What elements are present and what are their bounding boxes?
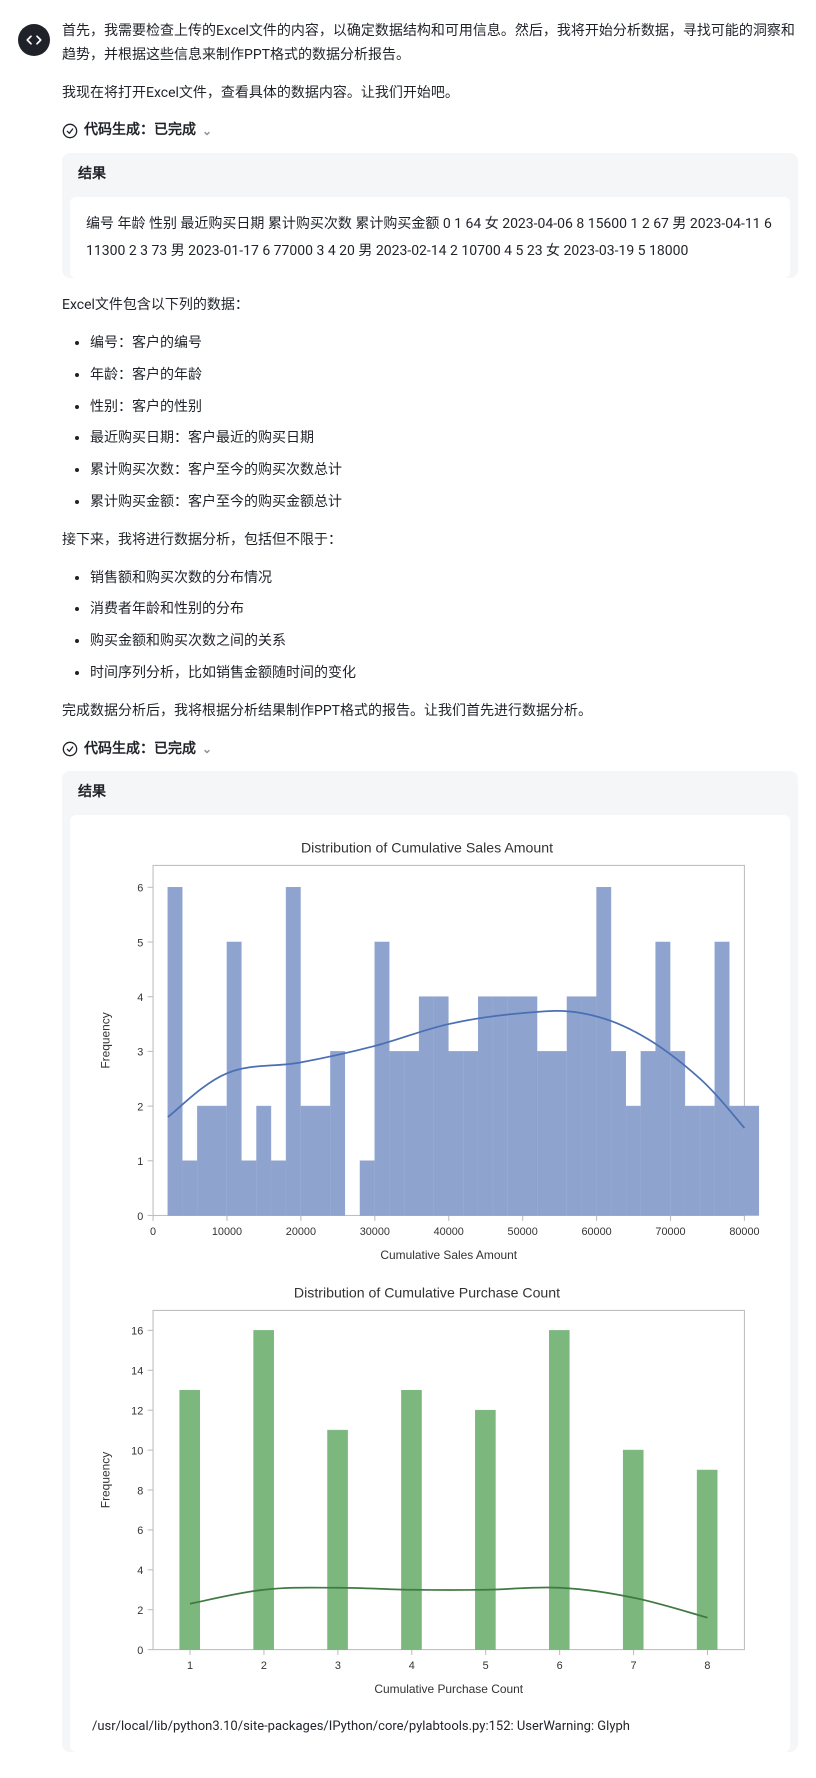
- svg-text:80000: 80000: [729, 1226, 759, 1238]
- svg-text:60000: 60000: [581, 1226, 611, 1238]
- analysis-list: 销售额和购买次数的分布情况消费者年龄和性别的分布购买金额和购买次数之间的关系时间…: [62, 567, 798, 686]
- check-circle-icon: [62, 123, 78, 139]
- svg-text:40000: 40000: [434, 1226, 464, 1238]
- svg-text:10: 10: [131, 1445, 143, 1457]
- svg-text:Frequency: Frequency: [99, 1452, 113, 1508]
- paragraph: 接下来，我将进行数据分析，包括但不限于：: [62, 529, 798, 553]
- paragraph: 首先，我需要检查上传的Excel文件的内容，以确定数据结构和可用信息。然后，我将…: [62, 20, 798, 68]
- sales-amount-histogram: Distribution of Cumulative Sales Amount 0…: [90, 835, 764, 1270]
- svg-text:6: 6: [557, 1660, 563, 1672]
- svg-text:4: 4: [137, 992, 143, 1004]
- code-status-label-1: 代码生成：已完成: [84, 119, 196, 143]
- svg-text:6: 6: [137, 883, 143, 895]
- svg-text:30000: 30000: [360, 1226, 390, 1238]
- svg-text:Distribution of Cumulative Sal: Distribution of Cumulative Sales Amount: [301, 840, 553, 856]
- svg-text:3: 3: [335, 1660, 341, 1672]
- list-item: 时间序列分析，比如销售金额随时间的变化: [90, 662, 798, 686]
- list-item: 消费者年龄和性别的分布: [90, 598, 798, 622]
- svg-text:16: 16: [131, 1326, 143, 1338]
- svg-text:3: 3: [137, 1047, 143, 1059]
- svg-text:0: 0: [137, 1211, 143, 1223]
- svg-text:5: 5: [483, 1660, 489, 1672]
- paragraph: 完成数据分析后，我将根据分析结果制作PPT格式的报告。让我们首先进行数据分析。: [62, 700, 798, 724]
- paragraph: 我现在将打开Excel文件，查看具体的数据内容。让我们开始吧。: [62, 82, 798, 106]
- svg-text:8: 8: [704, 1660, 710, 1672]
- svg-text:10000: 10000: [212, 1226, 242, 1238]
- svg-text:6: 6: [137, 1525, 143, 1537]
- svg-text:Frequency: Frequency: [99, 1012, 113, 1068]
- svg-text:7: 7: [631, 1660, 637, 1672]
- svg-text:2: 2: [137, 1605, 143, 1617]
- svg-text:0: 0: [137, 1645, 143, 1657]
- list-item: 最近购买日期：客户最近的购买日期: [90, 427, 798, 451]
- svg-text:20000: 20000: [286, 1226, 316, 1238]
- svg-text:4: 4: [137, 1565, 143, 1577]
- result-text: 编号 年龄 性别 最近购买日期 累计购买次数 累计购买金额 0 1 64 女 2…: [70, 197, 790, 278]
- paragraph: Excel文件包含以下列的数据：: [62, 294, 798, 318]
- result-block: 结果 编号 年龄 性别 最近购买日期 累计购买次数 累计购买金额 0 1 64 …: [62, 153, 798, 278]
- chart-1-container: Distribution of Cumulative Sales Amount 0…: [86, 829, 774, 1274]
- code-status-label-2: 代码生成：已完成: [84, 738, 196, 762]
- result-header: 结果: [62, 771, 798, 815]
- svg-text:14: 14: [131, 1366, 143, 1378]
- svg-text:Cumulative Sales Amount: Cumulative Sales Amount: [380, 1248, 517, 1262]
- python-warning: /usr/local/lib/python3.10/site-packages/…: [86, 1716, 774, 1738]
- list-item: 累计购买次数：客户至今的购买次数总计: [90, 459, 798, 483]
- list-item: 编号：客户的编号: [90, 332, 798, 356]
- list-item: 销售额和购买次数的分布情况: [90, 567, 798, 591]
- code-status-row[interactable]: 代码生成：已完成 ⌄: [62, 738, 798, 762]
- svg-text:12: 12: [131, 1405, 143, 1417]
- result-header: 结果: [62, 153, 798, 197]
- result-charts-body: Distribution of Cumulative Sales Amount 0…: [70, 815, 790, 1752]
- svg-text:Cumulative Purchase Count: Cumulative Purchase Count: [374, 1682, 523, 1696]
- chevron-down-icon: ⌄: [202, 121, 212, 141]
- list-item: 累计购买金额：客户至今的购买金额总计: [90, 491, 798, 515]
- svg-text:1: 1: [137, 1156, 143, 1168]
- list-item: 购买金额和购买次数之间的关系: [90, 630, 798, 654]
- message-content: 首先，我需要检查上传的Excel文件的内容，以确定数据结构和可用信息。然后，我将…: [62, 20, 798, 1768]
- svg-text:2: 2: [137, 1102, 143, 1114]
- purchase-count-histogram: Distribution of Cumulative Purchase Coun…: [90, 1280, 764, 1704]
- check-circle-icon: [62, 741, 78, 757]
- svg-text:8: 8: [137, 1485, 143, 1497]
- svg-text:Distribution of Cumulative Pur: Distribution of Cumulative Purchase Coun…: [294, 1284, 560, 1300]
- result-block-charts: 结果 Distribution of Cumulative Sales Amou…: [62, 771, 798, 1752]
- list-item: 年龄：客户的年龄: [90, 364, 798, 388]
- svg-text:0: 0: [150, 1226, 156, 1238]
- svg-text:2: 2: [261, 1660, 267, 1672]
- chevron-down-icon: ⌄: [202, 739, 212, 759]
- svg-text:4: 4: [409, 1660, 415, 1672]
- svg-text:70000: 70000: [655, 1226, 685, 1238]
- columns-list: 编号：客户的编号年龄：客户的年龄性别：客户的性别最近购买日期：客户最近的购买日期…: [62, 332, 798, 515]
- svg-text:1: 1: [187, 1660, 193, 1672]
- svg-text:50000: 50000: [508, 1226, 538, 1238]
- code-icon: [25, 31, 43, 49]
- code-status-row[interactable]: 代码生成：已完成 ⌄: [62, 119, 798, 143]
- assistant-avatar: [18, 24, 50, 56]
- list-item: 性别：客户的性别: [90, 396, 798, 420]
- svg-text:5: 5: [137, 937, 143, 949]
- chart-2-container: Distribution of Cumulative Purchase Coun…: [86, 1274, 774, 1708]
